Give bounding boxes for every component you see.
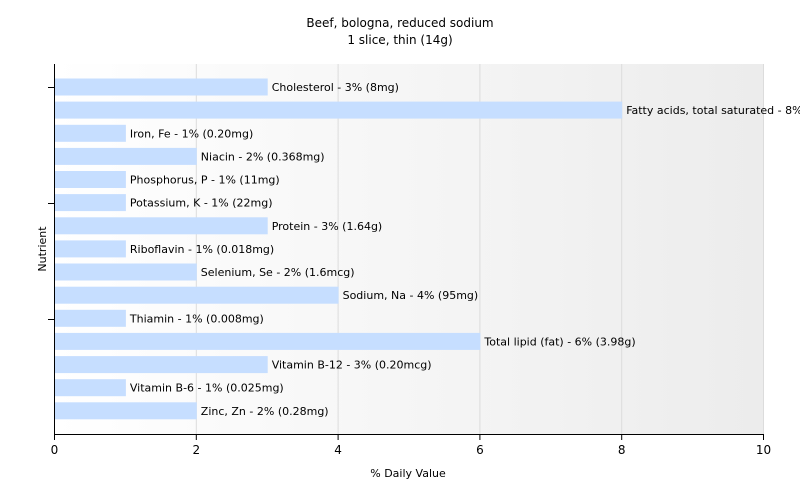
x-tick-label: 2: [192, 443, 200, 457]
x-axis-title: % Daily Value: [370, 467, 446, 480]
bar: [55, 379, 126, 397]
x-tick-label: 8: [618, 443, 626, 457]
bar: [55, 124, 126, 142]
axes: 0 2 4 6 8 10: [48, 64, 771, 457]
chart-subtitle: 1 slice, thin (14g): [347, 33, 452, 47]
bar: [55, 78, 268, 96]
bar: [55, 356, 268, 374]
y-axis-title: Nutrient: [36, 226, 49, 272]
bar-label: Total lipid (fat) - 6% (3.98g): [483, 335, 635, 348]
bar-label: Zinc, Zn - 2% (0.28mg): [201, 405, 329, 418]
bar: [55, 263, 197, 281]
x-tick-label: 4: [334, 443, 342, 457]
bar: [55, 332, 481, 350]
bar: [55, 402, 197, 420]
bar-label: Fatty acids, total saturated - 8% (1.635…: [626, 104, 800, 117]
bar: [55, 147, 197, 165]
x-tick-label: 10: [756, 443, 771, 457]
bar-label: Thiamin - 1% (0.008mg): [129, 312, 264, 325]
bar-label: Iron, Fe - 1% (0.20mg): [130, 127, 253, 140]
bar-label: Potassium, K - 1% (22mg): [130, 197, 273, 210]
bar-label: Niacin - 2% (0.368mg): [201, 150, 325, 163]
x-tick-label: 6: [476, 443, 484, 457]
bar: [55, 101, 623, 119]
bar-label: Phosphorus, P - 1% (11mg): [130, 174, 280, 187]
bar-label: Cholesterol - 3% (8mg): [272, 81, 399, 94]
bar: [55, 217, 268, 235]
chart-title: Beef, bologna, reduced sodium: [306, 16, 493, 30]
bars: Cholesterol - 3% (8mg) Fatty acids, total…: [55, 78, 800, 420]
bar: [55, 286, 339, 304]
bar-label: Protein - 3% (1.64g): [272, 220, 383, 233]
bar: [55, 240, 126, 258]
bar-label: Sodium, Na - 4% (95mg): [343, 289, 479, 302]
bar-label: Riboflavin - 1% (0.018mg): [130, 243, 274, 256]
bar-label: Vitamin B-12 - 3% (0.20mcg): [272, 359, 432, 372]
bar: [55, 309, 126, 327]
bar-label: Vitamin B-6 - 1% (0.025mg): [130, 382, 284, 395]
bar: [55, 194, 126, 212]
bar: [55, 171, 126, 188]
x-tick-label: 0: [51, 443, 59, 457]
bar-label: Selenium, Se - 2% (1.6mcg): [201, 266, 355, 279]
